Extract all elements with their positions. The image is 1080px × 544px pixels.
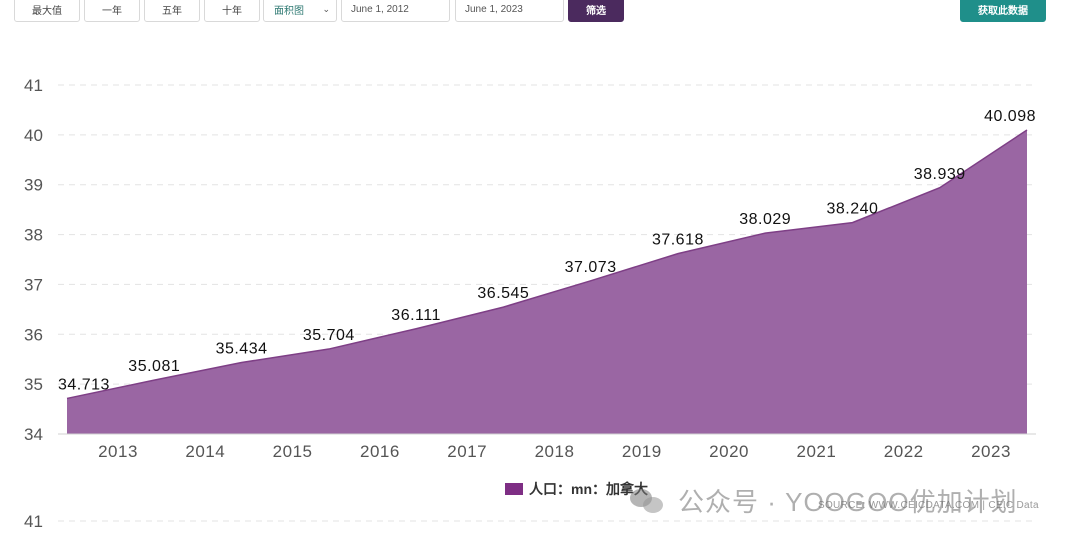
data-label: 40.098 bbox=[984, 108, 1036, 125]
x-tick-label: 2018 bbox=[535, 442, 575, 461]
ten-year-button[interactable]: 十年 bbox=[204, 0, 260, 22]
x-tick-label: 2021 bbox=[796, 442, 836, 461]
data-labels: 34.713 35.081 35.434 35.704 36.111 36.545 37.0… bbox=[58, 108, 1036, 393]
watermark-text: 公众号 · YOOGOO优加计划 bbox=[678, 487, 1018, 517]
max-range-button[interactable]: 最大值 bbox=[14, 0, 80, 22]
x-tick-label: 2014 bbox=[185, 442, 225, 461]
data-label: 38.939 bbox=[914, 166, 966, 183]
end-date-input[interactable]: June 1, 2023 bbox=[455, 0, 564, 22]
x-tick-label: 2020 bbox=[709, 442, 749, 461]
area-fill bbox=[67, 129, 1027, 435]
legend-swatch bbox=[505, 483, 523, 495]
y-tick-label: 41 bbox=[24, 512, 43, 531]
x-tick-label: 2016 bbox=[360, 442, 400, 461]
chart-legend[interactable]: 人口：mn：加拿大 bbox=[505, 479, 648, 499]
watermark: 公众号 · YOOGOO优加计划 bbox=[630, 482, 1018, 519]
x-tick-label: 2017 bbox=[447, 442, 487, 461]
y-axis-ticks: 34 35 36 37 38 39 40 41 bbox=[24, 76, 43, 444]
fetch-data-button[interactable]: 获取此数据 bbox=[960, 0, 1046, 22]
start-date-input[interactable]: June 1, 2012 bbox=[341, 0, 450, 22]
data-label: 35.081 bbox=[128, 358, 180, 375]
x-tick-label: 2019 bbox=[622, 442, 662, 461]
y-tick-label: 37 bbox=[24, 275, 43, 294]
data-label: 38.029 bbox=[739, 211, 791, 228]
y-tick-label: 35 bbox=[24, 375, 43, 394]
data-label: 35.704 bbox=[303, 327, 355, 344]
y-tick-label: 41 bbox=[24, 76, 43, 95]
one-year-button[interactable]: 一年 bbox=[84, 0, 140, 22]
x-tick-label: 2022 bbox=[884, 442, 924, 461]
five-year-button[interactable]: 五年 bbox=[144, 0, 200, 22]
filter-button[interactable]: 筛选 bbox=[568, 0, 624, 22]
x-axis-ticks: 2013 2014 2015 2016 2017 2018 2019 2020 2021 2022… bbox=[98, 442, 1011, 461]
data-label: 38.240 bbox=[826, 201, 878, 218]
chevron-down-icon: ⌄ bbox=[322, 3, 330, 14]
data-label: 37.073 bbox=[565, 259, 617, 276]
y-tick-label: 36 bbox=[24, 325, 43, 344]
chart-type-value: 面积图 bbox=[274, 5, 304, 17]
y-tick-label: 34 bbox=[24, 425, 43, 444]
source-note: SOURCE: WWW.CEICDATA.COM | CEIC Data bbox=[818, 500, 1039, 511]
data-label: 34.713 bbox=[58, 376, 110, 393]
data-label: 35.434 bbox=[216, 341, 268, 358]
y-tick-label: 39 bbox=[24, 176, 43, 195]
legend-label: 人口：mn：加拿大 bbox=[529, 481, 648, 497]
data-label: 37.618 bbox=[652, 232, 704, 249]
second-chart-partial: 41 bbox=[24, 512, 1036, 531]
area-line bbox=[66, 129, 1028, 400]
x-tick-label: 2013 bbox=[98, 442, 138, 461]
y-tick-label: 40 bbox=[24, 126, 43, 145]
x-tick-label: 2015 bbox=[273, 442, 313, 461]
chart-type-select[interactable]: 面积图 ⌄ bbox=[263, 0, 337, 22]
data-label: 36.545 bbox=[477, 285, 529, 302]
wechat-icon bbox=[630, 487, 666, 515]
toolbar: 最大值 一年 五年 十年 面积图 ⌄ June 1, 2012 June 1, … bbox=[0, 0, 1080, 26]
area-series bbox=[58, 129, 1036, 435]
x-tick-label: 2023 bbox=[971, 442, 1011, 461]
y-tick-label: 38 bbox=[24, 226, 43, 245]
data-label: 36.111 bbox=[391, 307, 441, 324]
